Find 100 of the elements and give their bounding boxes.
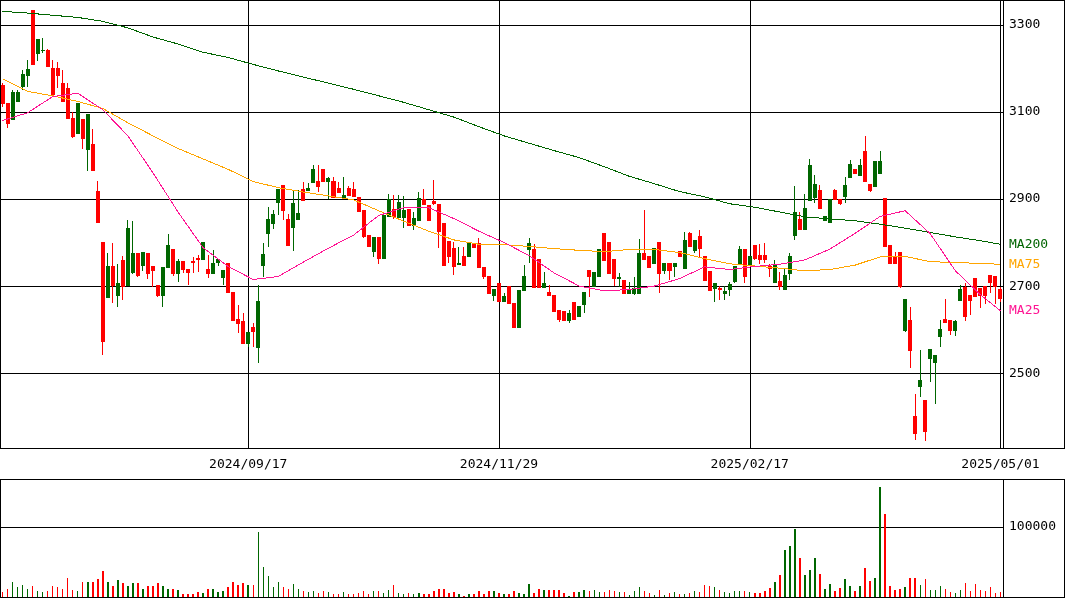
candlestick xyxy=(577,306,582,318)
candlestick xyxy=(667,262,672,281)
candlestick xyxy=(938,319,943,348)
candlestick xyxy=(672,262,677,278)
x-tick-label: 2024/11/29 xyxy=(459,455,539,471)
candlestick xyxy=(762,242,767,264)
candlestick xyxy=(662,262,667,275)
candlestick xyxy=(155,284,160,298)
y-tick-label: 3100 xyxy=(1009,103,1041,119)
candlestick xyxy=(90,128,95,172)
candlestick xyxy=(341,176,346,198)
candlestick xyxy=(421,188,426,205)
candlestick xyxy=(913,393,918,441)
y-tick-label: 2900 xyxy=(1009,190,1041,206)
candlestick xyxy=(95,180,100,223)
candlestick xyxy=(376,236,381,265)
candlestick xyxy=(958,284,963,302)
candlestick xyxy=(572,302,577,321)
candlestick xyxy=(461,246,466,266)
candlestick xyxy=(858,158,863,177)
candlestick xyxy=(326,176,331,200)
y-tick-label: 100000 xyxy=(1009,518,1056,534)
candlestick xyxy=(491,289,496,302)
series-label: MA75 xyxy=(1009,255,1041,271)
candlestick xyxy=(45,48,50,68)
candlestick xyxy=(923,399,928,442)
candlestick xyxy=(115,263,120,308)
candlestick xyxy=(953,319,958,337)
candlestick xyxy=(30,9,35,66)
candlestick xyxy=(657,242,662,294)
candlestick xyxy=(863,135,868,183)
candlestick xyxy=(466,242,471,258)
candlestick xyxy=(246,332,251,348)
candlestick xyxy=(140,252,145,272)
series-label: MA200 xyxy=(1009,235,1049,251)
candlestick xyxy=(797,211,802,230)
candlestick xyxy=(456,246,461,265)
series-label: MA25 xyxy=(1009,302,1041,318)
line-series xyxy=(2,10,1001,245)
candlestick xyxy=(211,249,216,274)
candlestick xyxy=(206,254,211,279)
candlestick xyxy=(266,206,271,248)
candlestick xyxy=(567,309,572,324)
candlestick xyxy=(903,299,908,333)
candlestick xyxy=(542,271,547,288)
candlestick xyxy=(105,252,110,299)
candlestick xyxy=(692,240,697,254)
candlestick xyxy=(281,185,286,221)
candlestick xyxy=(80,119,85,150)
candlestick xyxy=(587,270,592,298)
candlestick xyxy=(722,285,727,301)
line-series xyxy=(2,92,1001,312)
candlestick xyxy=(276,188,281,216)
candlestick xyxy=(697,229,702,259)
candlestick xyxy=(110,242,115,304)
candlestick xyxy=(622,280,627,294)
candlestick xyxy=(171,248,176,277)
candlestick xyxy=(682,231,687,270)
candlestick xyxy=(311,164,316,183)
candlestick xyxy=(918,349,923,398)
candlestick xyxy=(176,258,181,283)
candlestick xyxy=(451,241,456,276)
candlestick xyxy=(120,255,125,301)
y-tick-label: 2500 xyxy=(1009,364,1041,380)
candlestick xyxy=(817,184,822,209)
candlestick xyxy=(747,255,752,265)
candlestick xyxy=(792,185,797,241)
candlestick xyxy=(998,286,1003,303)
candlestick xyxy=(717,285,722,301)
candlestick xyxy=(527,237,532,264)
candlestick xyxy=(286,213,291,246)
candlestick xyxy=(787,252,792,281)
y-tick-label: 3300 xyxy=(1009,16,1041,32)
candlestick xyxy=(777,271,782,291)
candlestick xyxy=(306,182,311,191)
candlestick xyxy=(261,242,266,278)
x-tick-label: 2024/09/17 xyxy=(209,455,288,471)
x-tick-label: 2025/02/17 xyxy=(710,455,789,471)
candlestick xyxy=(221,270,226,286)
candlestick xyxy=(135,252,140,278)
candlestick xyxy=(496,283,501,303)
candlestick xyxy=(251,322,256,348)
candlestick xyxy=(256,284,261,364)
candlestick xyxy=(502,292,507,303)
candlestick xyxy=(100,242,105,356)
y-tick-label: 2700 xyxy=(1009,277,1041,293)
candlestick xyxy=(371,236,376,258)
candlestick xyxy=(431,179,436,206)
candlestick xyxy=(802,193,807,230)
candlestick xyxy=(848,159,853,178)
candlestick xyxy=(582,292,587,314)
candlestick xyxy=(196,254,201,273)
candlestick xyxy=(401,195,406,229)
candlestick xyxy=(712,282,717,303)
x-tick-label: 2025/05/01 xyxy=(961,455,1040,471)
candlestick xyxy=(853,169,858,175)
candlestick xyxy=(652,247,657,264)
candlestick xyxy=(191,256,196,274)
candlestick xyxy=(868,183,873,193)
candlestick xyxy=(782,269,787,291)
